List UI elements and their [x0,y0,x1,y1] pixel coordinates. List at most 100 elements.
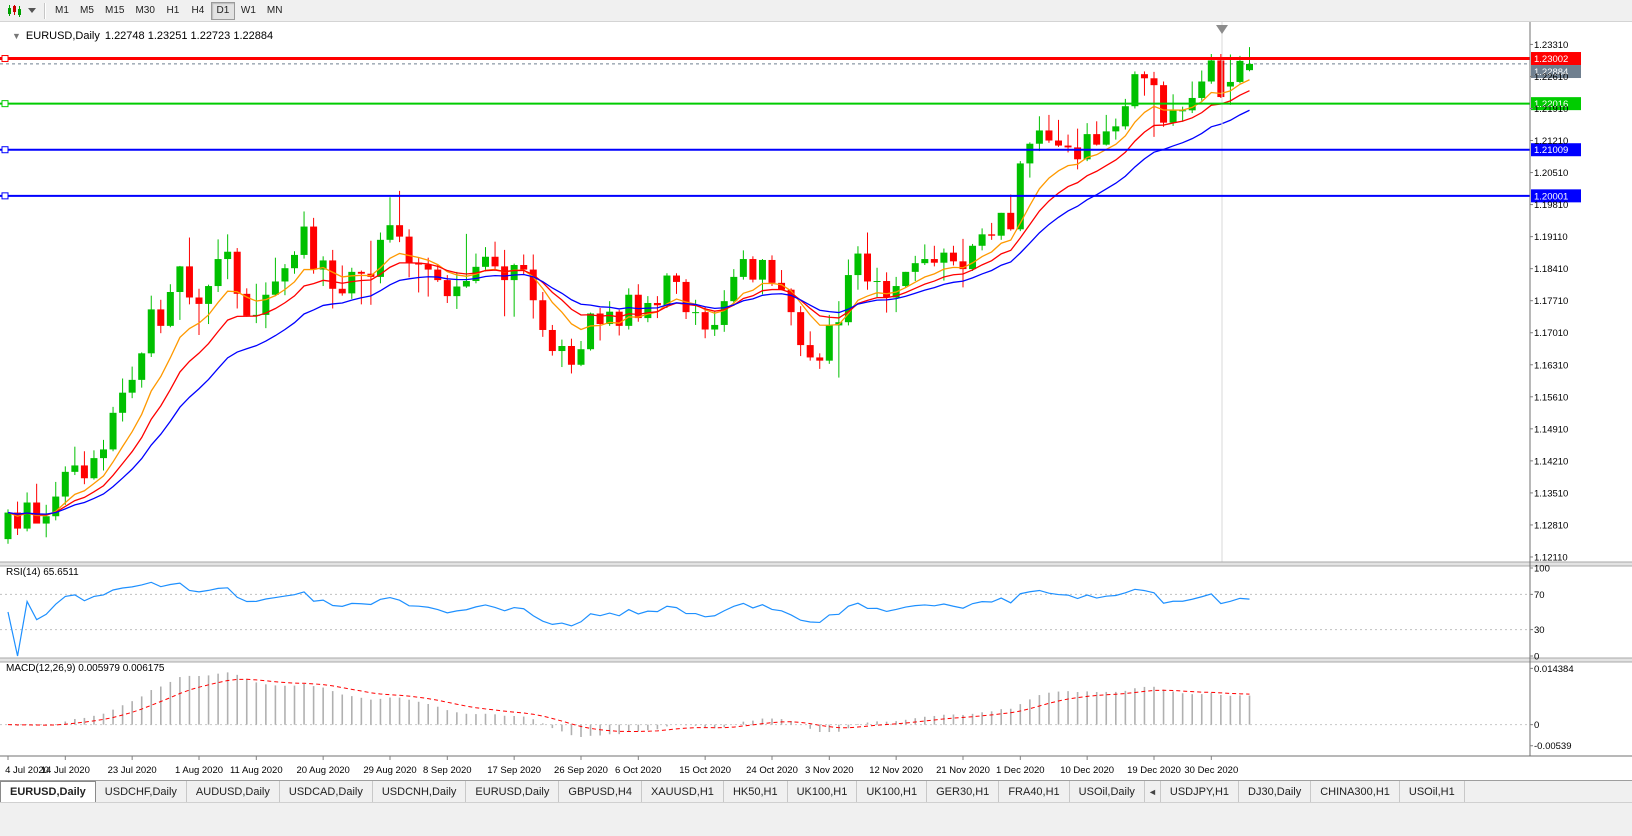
chart-tab-dj30-daily[interactable]: DJ30,Daily [1239,781,1312,802]
svg-text:1.20001: 1.20001 [1534,191,1568,202]
chart-tab-xauusd-h1[interactable]: XAUUSD,H1 [642,781,724,802]
toolbar-separator [44,2,45,19]
chart-tab-usdcnh-daily[interactable]: USDCNH,Daily [373,781,467,802]
svg-text:70: 70 [1534,590,1545,601]
svg-text:1.14910: 1.14910 [1534,424,1568,435]
svg-text:30: 30 [1534,625,1545,636]
chart-tab-hk50-h1[interactable]: HK50,H1 [724,781,788,802]
svg-text:0: 0 [1534,720,1539,731]
svg-text:1.23002: 1.23002 [1534,54,1568,65]
timeframe-button-h1[interactable]: H1 [166,5,180,16]
dropdown-arrow-icon[interactable] [25,2,39,20]
svg-text:11 Aug 2020: 11 Aug 2020 [230,765,283,776]
svg-text:1.19810: 1.19810 [1534,200,1568,211]
chart-type-icon[interactable] [3,2,25,20]
toolbar: M1 M5 M15 M30 H1 H4 D1 W1 MN [0,0,1632,22]
svg-text:1.17710: 1.17710 [1534,296,1568,307]
one-click-trading-toggle[interactable]: ▼ [12,31,21,41]
svg-text:1.12110: 1.12110 [1534,552,1568,563]
svg-text:14 Jul 2020: 14 Jul 2020 [41,765,90,776]
svg-text:1.21210: 1.21210 [1534,136,1568,147]
timeframe-button-m5[interactable]: M5 [80,5,94,16]
svg-text:21 Nov 2020: 21 Nov 2020 [936,765,990,776]
svg-text:24 Oct 2020: 24 Oct 2020 [746,765,798,776]
chart-ohlc-values: 1.22748 1.23251 1.22723 1.22884 [104,30,274,42]
svg-text:0: 0 [1534,652,1539,663]
svg-text:29 Aug 2020: 29 Aug 2020 [363,765,416,776]
chart-tab-bar: EURUSD,Daily USDCHF,Daily AUDUSD,Daily USDC… [0,780,1632,802]
price-axis-labels: 1.23310 1.22610 1.21910 1.21210 1.20510 1.198… [1530,40,1568,563]
chart-tab-eurusd-daily[interactable]: EURUSD,Daily [466,781,560,802]
timeframe-button-w1[interactable]: W1 [240,5,256,16]
macd-panel: 0.014384 0 -0.00539 [0,664,1574,752]
moving-average-lines [7,79,1250,517]
svg-text:1.12810: 1.12810 [1534,520,1568,531]
svg-text:26 Sep 2020: 26 Sep 2020 [554,765,608,776]
chart-tab-ger30-h1[interactable]: GER30,H1 [927,781,1000,802]
chart-tab-usoil-h1[interactable]: USOil,H1 [1400,781,1465,802]
chart-tab-china300-h1[interactable]: CHINA300,H1 [1311,781,1400,802]
svg-text:1.14210: 1.14210 [1534,456,1568,467]
candlestick-glyph [8,4,21,17]
svg-text:1.16310: 1.16310 [1534,360,1568,371]
chart-tab-usdcad-daily[interactable]: USDCAD,Daily [280,781,373,802]
svg-text:20 Aug 2020: 20 Aug 2020 [296,765,349,776]
macd-indicator-label: MACD(12,26,9) 0.005979 0.006175 [6,663,165,674]
chart-ohlc-title: ▼ EURUSD,Daily 1.22748 1.23251 1.22723 1.2… [12,30,278,42]
svg-text:17 Sep 2020: 17 Sep 2020 [487,765,541,776]
timeframe-button-m1[interactable]: M1 [55,5,69,16]
chart-tab-audusd-daily[interactable]: AUDUSD,Daily [187,781,280,802]
chart-symbol-period: EURUSD,Daily [25,30,100,42]
timeframe-buttons: M1 M5 M15 M30 H1 H4 D1 W1 MN [50,1,287,20]
timeframe-button-h4[interactable]: H4 [191,5,205,16]
timeframe-button-m15[interactable]: M15 [105,5,125,16]
chart-tab-eurusd-daily[interactable]: EURUSD,Daily [0,781,96,802]
tab-scroll-left-button[interactable]: ◄ [1145,781,1161,802]
timeframe-button-d1[interactable]: D1 [210,1,235,20]
chart-tab-gbpusd-h4[interactable]: GBPUSD,H4 [559,781,642,802]
panel-frames [0,22,1632,757]
svg-text:1.23310: 1.23310 [1534,40,1568,51]
caret-glyph [28,8,36,13]
svg-text:1.17010: 1.17010 [1534,328,1568,339]
svg-text:1.15610: 1.15610 [1534,392,1568,403]
price-axis-badges: 1.23002 1.22016 1.21009 1.20001 1.22884 [1531,52,1581,203]
svg-text:1.13510: 1.13510 [1534,488,1568,499]
chart-tab-usoil-daily[interactable]: USOil,Daily [1070,781,1145,802]
svg-text:-0.00539: -0.00539 [1534,741,1572,752]
chart-canvas[interactable]: 1.230021.220161.210091.200011.228841.233… [0,22,1632,780]
timeframe-button-mn[interactable]: MN [266,5,283,16]
svg-text:0.014384: 0.014384 [1534,664,1574,675]
horizontal-line-objects[interactable] [0,55,1530,200]
chart-tab-uk100-h1[interactable]: UK100,H1 [788,781,858,802]
chart-tab-fra40-h1[interactable]: FRA40,H1 [999,781,1070,802]
candlestick-series [4,47,1253,544]
rsi-indicator-label: RSI(14) 65.6511 [6,567,79,578]
chart-tab-uk100-h1[interactable]: UK100,H1 [857,781,928,802]
svg-text:23 Jul 2020: 23 Jul 2020 [108,765,157,776]
status-bar [0,802,1632,836]
svg-text:10 Dec 2020: 10 Dec 2020 [1060,765,1114,776]
svg-text:1.22610: 1.22610 [1534,72,1568,83]
svg-text:100: 100 [1534,564,1550,575]
chart-tab-usdchf-daily[interactable]: USDCHF,Daily [96,781,187,802]
svg-text:1.20510: 1.20510 [1534,168,1568,179]
svg-text:1.21910: 1.21910 [1534,104,1568,115]
svg-text:19 Dec 2020: 19 Dec 2020 [1127,765,1181,776]
svg-text:1.22016: 1.22016 [1534,99,1568,110]
chart-tab-usdjpy-h1[interactable]: USDJPY,H1 [1161,781,1240,802]
svg-text:1 Aug 2020: 1 Aug 2020 [175,765,223,776]
chart-shift-marker[interactable] [1216,22,1228,562]
svg-text:1.18410: 1.18410 [1534,264,1568,275]
rsi-panel: 100 70 30 0 [0,564,1550,663]
svg-text:4 Jul 2020: 4 Jul 2020 [5,765,49,776]
timeframe-button-m30[interactable]: M30 [135,5,155,16]
svg-text:1.22884: 1.22884 [1534,67,1568,78]
svg-text:1.19110: 1.19110 [1534,232,1568,243]
svg-text:1 Dec 2020: 1 Dec 2020 [996,765,1045,776]
svg-text:12 Nov 2020: 12 Nov 2020 [869,765,923,776]
svg-text:8 Sep 2020: 8 Sep 2020 [423,765,472,776]
svg-text:6 Oct 2020: 6 Oct 2020 [615,765,661,776]
